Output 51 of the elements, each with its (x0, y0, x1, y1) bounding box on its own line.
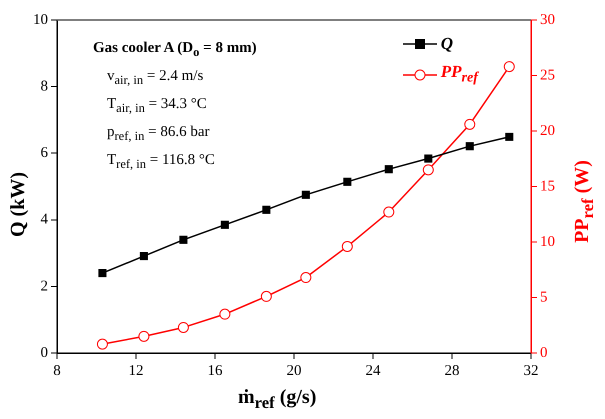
point (219, 308, 230, 320)
legend-label: PP$_{ref}$ (440, 61, 478, 88)
point (424, 154, 432, 163)
point (260, 290, 272, 302)
point (384, 165, 393, 174)
point (300, 272, 312, 284)
point (262, 206, 270, 214)
y-tick-label: 8 (40, 78, 48, 95)
point (140, 252, 148, 260)
point (138, 330, 150, 342)
annotation: v$_{air, in}$ = 2.4 m/s (107, 67, 204, 89)
y2-tick-label: 0 (540, 344, 548, 361)
point (98, 269, 106, 278)
legend-label: Q (440, 33, 453, 55)
y2-tick-label: 20 (540, 122, 555, 139)
x-tick-label: 32 (524, 362, 538, 379)
x-tick-label: 16 (208, 362, 223, 379)
x-tick-label: 20 (286, 362, 302, 379)
point (466, 142, 474, 150)
y2-tick-label: 25 (540, 67, 555, 84)
annotation: p$_{ref, in}$ = 86.6 bar (107, 123, 210, 145)
y2-tick-label: 5 (540, 289, 548, 306)
point (422, 164, 434, 176)
y-tick-label: 4 (40, 212, 48, 228)
point (343, 178, 352, 186)
point (504, 61, 515, 72)
point (302, 190, 310, 199)
annotation: Gas cooler A (D$_{o}$ = 8 mm) (93, 39, 257, 61)
point (383, 206, 394, 218)
point (505, 132, 514, 141)
y2-tick-label: 15 (540, 178, 555, 194)
x-tick-label: 28 (444, 362, 460, 379)
y-tick-label: 2 (40, 278, 48, 294)
point (220, 220, 229, 229)
y-axis-title: Q (kW) (7, 172, 30, 237)
point (464, 118, 476, 130)
x-tick-label: 24 (366, 362, 381, 379)
annotation: T$_{ref, in}$ = 116.8 °C (107, 151, 216, 173)
y2-tick-label: 30 (540, 12, 555, 28)
y-tick-label: 6 (40, 145, 48, 162)
y2-tick-label: 10 (540, 234, 555, 250)
annotation: T$_{air, in}$ = 34.3 °C (107, 95, 208, 117)
y-tick-label: 10 (33, 12, 48, 28)
point (178, 322, 189, 333)
point (96, 338, 108, 350)
point (342, 240, 353, 252)
point (179, 236, 188, 244)
x-tick-label: 8 (53, 362, 61, 379)
x-axis-title: ṁ$_{ref}$ (g/s) (238, 386, 316, 413)
x-tick-label: 12 (128, 362, 144, 379)
y-tick-label: 0 (40, 344, 48, 361)
